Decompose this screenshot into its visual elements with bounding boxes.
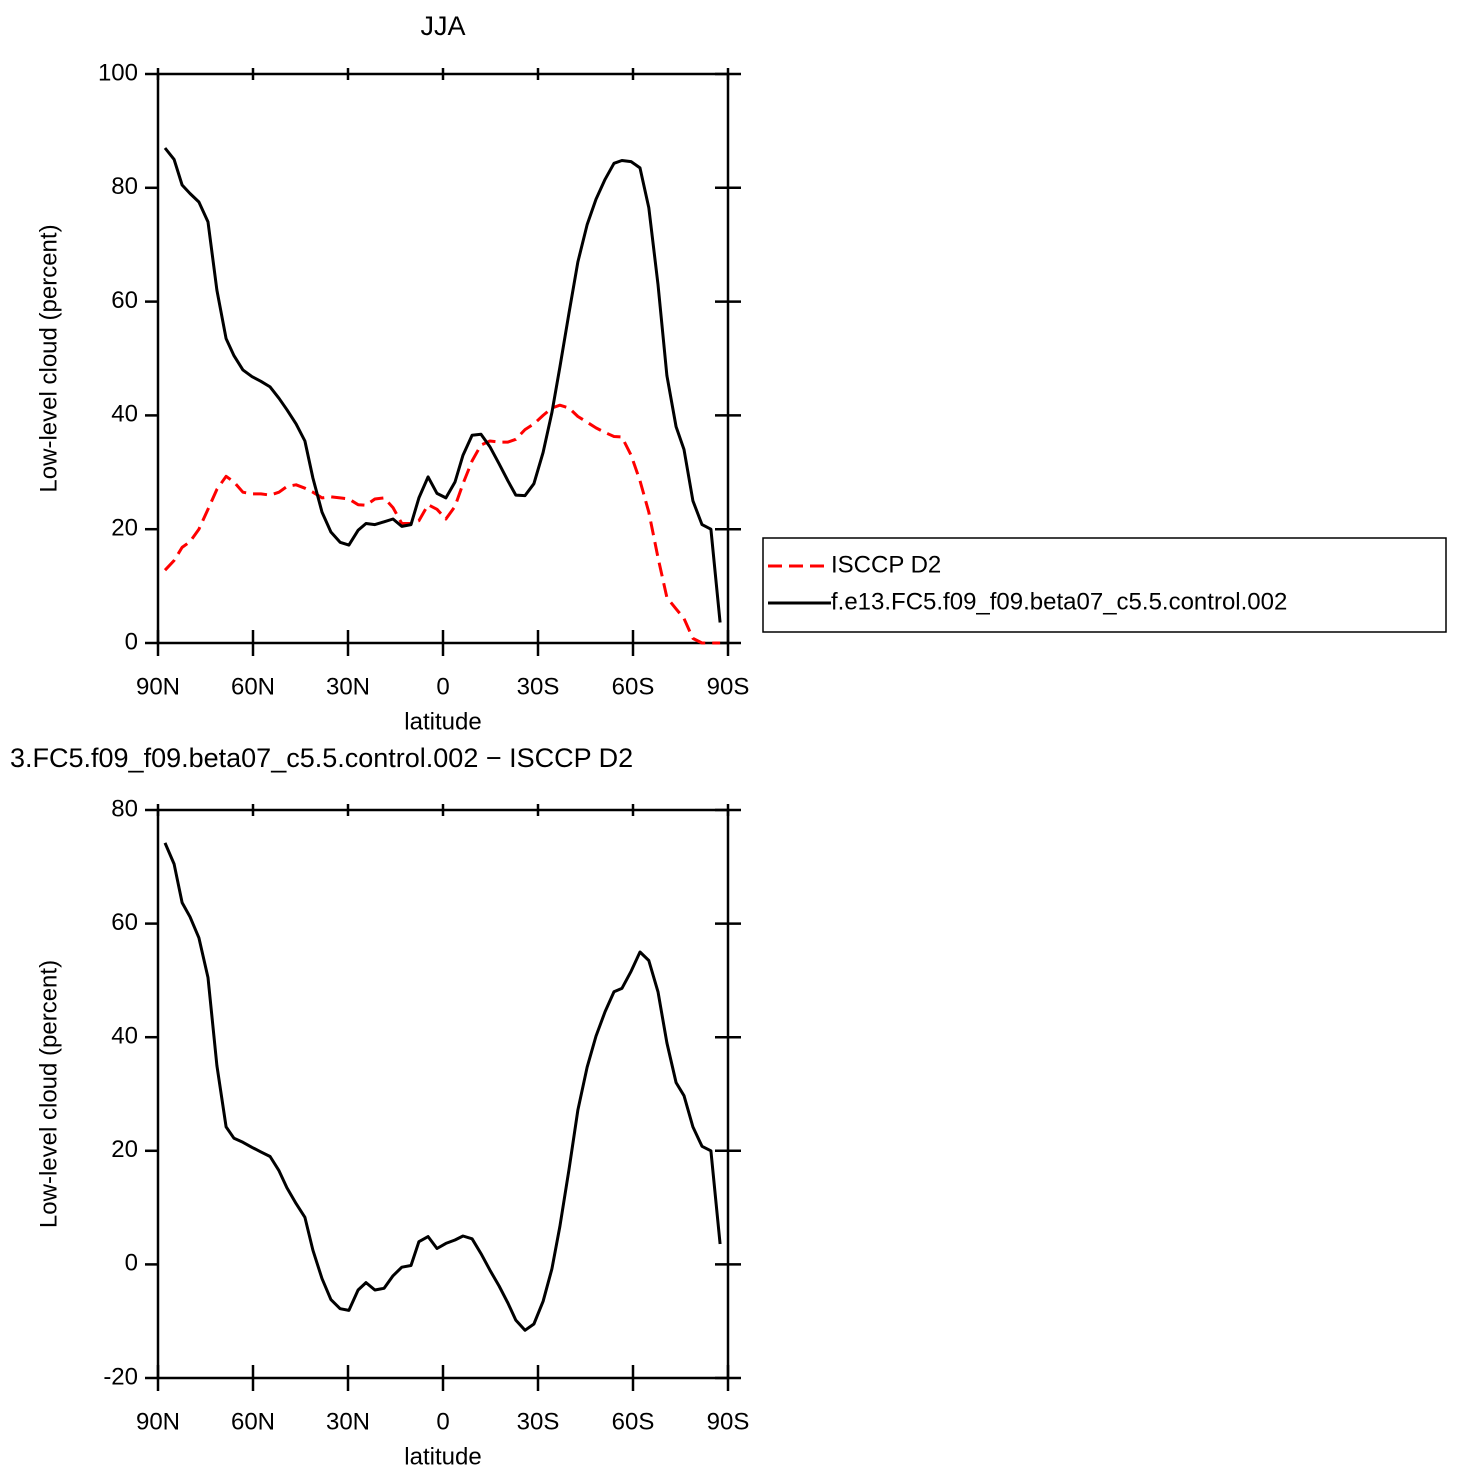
y-tick-label: 20 (111, 515, 138, 542)
x-tick-label: 30N (326, 1408, 370, 1435)
legend-box (762, 537, 1447, 633)
x-tick-label: 0 (436, 673, 449, 700)
y-tick-label: 40 (111, 401, 138, 428)
y-tick-label: 20 (111, 1136, 138, 1163)
x-tick-label: 60S (612, 1408, 655, 1435)
x-tick-label: 90N (136, 673, 180, 700)
plot-frame (156, 808, 730, 1380)
y-axis-label: Low-level cloud (percent) (35, 224, 62, 492)
x-axis-label: latitude (404, 1443, 481, 1470)
legend-label: f.e13.FC5.f09_f09.beta07_c5.5.control.00… (831, 588, 1287, 615)
x-tick-label: 30N (326, 673, 370, 700)
y-tick-label: -20 (103, 1363, 138, 1390)
y-tick-label: 80 (111, 173, 138, 200)
x-tick-label: 60S (612, 673, 655, 700)
y-tick-label: 60 (111, 287, 138, 314)
y-tick-label: 100 (98, 59, 138, 86)
x-tick-label: 90S (707, 673, 750, 700)
x-tick-label: 30S (517, 1408, 560, 1435)
chart-title: JJA (420, 11, 465, 41)
y-tick-label: 60 (111, 909, 138, 936)
y-axis-label: Low-level cloud (percent) (35, 960, 62, 1228)
chart-title: 3.FC5.f09_f09.beta07_c5.5.control.002 − … (10, 743, 633, 773)
x-tick-label: 30S (517, 673, 560, 700)
y-tick-label: 40 (111, 1023, 138, 1050)
data-line (163, 147, 722, 623)
data-line (163, 842, 722, 1332)
x-axis-label: latitude (404, 708, 481, 735)
legend-label: ISCCP D2 (831, 551, 941, 578)
y-tick-label: 0 (125, 1250, 138, 1277)
x-tick-label: 60N (231, 673, 275, 700)
data-line (163, 403, 721, 645)
y-tick-label: 80 (111, 795, 138, 822)
x-tick-label: 60N (231, 1408, 275, 1435)
plot-frame (156, 72, 730, 645)
x-tick-label: 90N (136, 1408, 180, 1435)
x-tick-label: 0 (436, 1408, 449, 1435)
y-tick-label: 0 (125, 628, 138, 655)
x-tick-label: 90S (707, 1408, 750, 1435)
